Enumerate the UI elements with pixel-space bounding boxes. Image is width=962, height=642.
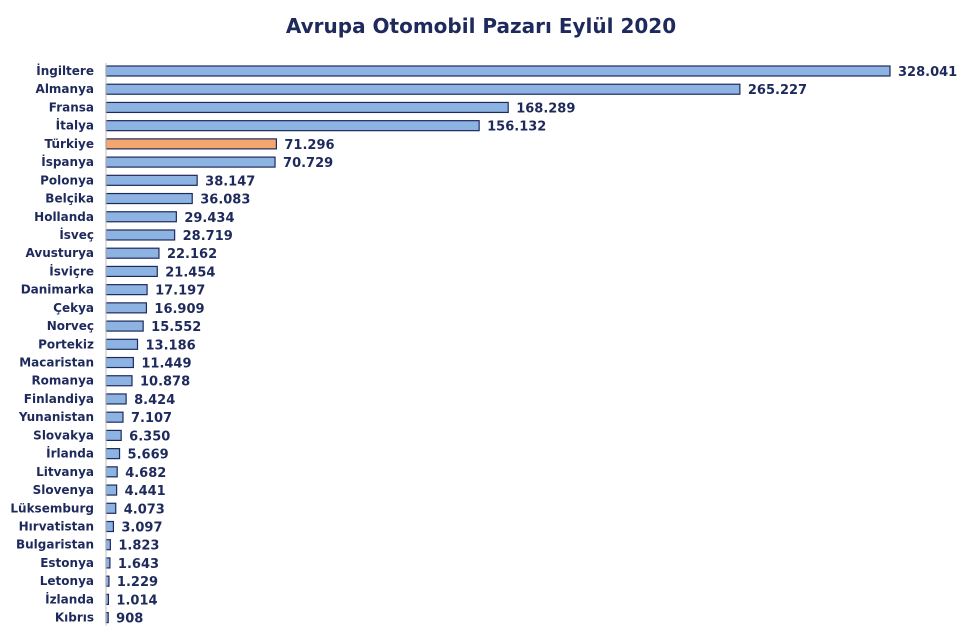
category-label-litvanya: Litvanya <box>36 465 94 479</box>
value-label-bulgaristan: 1.823 <box>118 539 159 554</box>
bar-norvec <box>105 320 144 332</box>
category-label-finlandiya: Finlandiya <box>24 392 94 406</box>
value-label-ingiltere: 328.041 <box>898 65 957 80</box>
bar-isvicre <box>105 265 158 278</box>
bar-yunanistan <box>105 411 124 423</box>
value-label-izlanda: 1.014 <box>116 593 157 608</box>
bar-belcika <box>105 192 193 205</box>
bar-italya <box>105 120 480 132</box>
bar-hirvatistan <box>105 520 115 533</box>
bar-fransa <box>105 101 509 114</box>
bar-hollanda <box>105 211 177 223</box>
value-label-irlanda: 5.669 <box>128 448 169 463</box>
value-label-isvicre: 21.454 <box>165 265 215 280</box>
category-label-slovenya: Slovenya <box>33 483 94 497</box>
bar-cekya <box>105 302 148 314</box>
bar-portekiz <box>105 338 139 350</box>
category-label-kibris: Kıbrıs <box>55 611 94 625</box>
value-label-letonya: 1.229 <box>117 575 158 590</box>
category-label-bulgaristan: Bulgaristan <box>16 538 94 552</box>
value-label-danimarka: 17.197 <box>155 284 205 299</box>
bar-slovakya <box>105 429 122 441</box>
bar-luksemburg <box>105 502 117 514</box>
category-label-danimarka: Danimarka <box>21 283 94 297</box>
value-label-macaristan: 11.449 <box>141 357 191 372</box>
value-label-yunanistan: 7.107 <box>131 411 172 426</box>
category-label-yunanistan: Yunanistan <box>18 410 94 424</box>
value-label-slovakya: 6.350 <box>129 429 170 444</box>
bar-ingiltere <box>105 65 891 77</box>
category-label-ispanya: İspanya <box>41 154 94 169</box>
category-label-cekya: Çekya <box>53 301 94 315</box>
category-label-norvec: Norveç <box>47 319 94 333</box>
value-label-hirvatistan: 3.097 <box>121 521 162 536</box>
category-label-estonya: Estonya <box>40 556 94 570</box>
value-label-avusturya: 22.162 <box>167 247 217 262</box>
category-label-hollanda: Hollanda <box>34 210 94 224</box>
bar-almanya <box>105 83 741 95</box>
value-label-luksemburg: 4.073 <box>124 502 165 517</box>
category-label-romanya: Romanya <box>31 374 94 388</box>
value-label-polonya: 38.147 <box>205 174 255 189</box>
category-label-macaristan: Macaristan <box>19 356 94 370</box>
category-label-turkiye: Türkiye <box>44 137 94 151</box>
value-label-portekiz: 13.186 <box>146 338 196 353</box>
category-label-ingiltere: İngiltere <box>36 63 94 78</box>
category-label-luksemburg: Lüksemburg <box>10 501 94 515</box>
bar-litvanya <box>105 466 118 478</box>
value-label-finlandiya: 8.424 <box>134 393 175 408</box>
value-label-romanya: 10.878 <box>140 375 190 390</box>
category-label-portekiz: Portekiz <box>38 337 94 351</box>
bar-macaristan <box>105 356 134 369</box>
value-label-cekya: 16.909 <box>154 302 204 317</box>
category-label-polonya: Polonya <box>40 173 94 187</box>
category-label-hirvatistan: Hırvatistan <box>19 520 94 534</box>
category-label-fransa: Fransa <box>49 100 94 114</box>
value-label-isvec: 28.719 <box>183 229 233 244</box>
value-label-hollanda: 29.434 <box>184 211 234 226</box>
value-label-italya: 156.132 <box>487 120 546 135</box>
category-label-letonya: Letonya <box>40 574 94 588</box>
value-label-estonya: 1.643 <box>118 557 159 572</box>
bar-irlanda <box>105 448 121 460</box>
chart-title: Avrupa Otomobil Pazarı Eylül 2020 <box>285 14 677 38</box>
bar-ispanya <box>105 156 276 168</box>
bar-bulgaristan <box>105 539 111 551</box>
category-label-izlanda: İzlanda <box>45 591 94 606</box>
category-label-irlanda: İrlanda <box>46 446 94 461</box>
category-label-belcika: Belçika <box>45 192 94 206</box>
value-label-ispanya: 70.729 <box>283 156 333 171</box>
value-label-kibris: 908 <box>116 612 143 627</box>
bar-finlandiya <box>105 393 127 405</box>
bar-romanya <box>105 375 133 387</box>
value-label-norvec: 15.552 <box>151 320 201 335</box>
bar-slovenya <box>105 484 118 496</box>
bar-turkiye <box>105 138 277 150</box>
category-label-isvicre: İsviçre <box>49 263 94 278</box>
bar-danimarka <box>105 284 148 296</box>
category-label-isvec: İsveç <box>59 227 94 242</box>
bar-estonya <box>105 557 111 569</box>
value-label-turkiye: 71.296 <box>284 138 334 153</box>
value-label-fransa: 168.289 <box>516 101 575 116</box>
category-label-almanya: Almanya <box>36 82 94 96</box>
value-label-belcika: 36.083 <box>200 193 250 208</box>
value-label-slovenya: 4.441 <box>125 484 166 499</box>
category-label-avusturya: Avusturya <box>26 246 94 260</box>
bar-avusturya <box>105 247 160 259</box>
value-label-litvanya: 4.682 <box>125 466 166 481</box>
bar-polonya <box>105 174 198 186</box>
category-label-italya: İtalya <box>56 118 94 133</box>
category-label-slovakya: Slovakya <box>33 428 94 442</box>
value-label-almanya: 265.227 <box>748 83 807 98</box>
bar-isvec <box>105 229 176 241</box>
